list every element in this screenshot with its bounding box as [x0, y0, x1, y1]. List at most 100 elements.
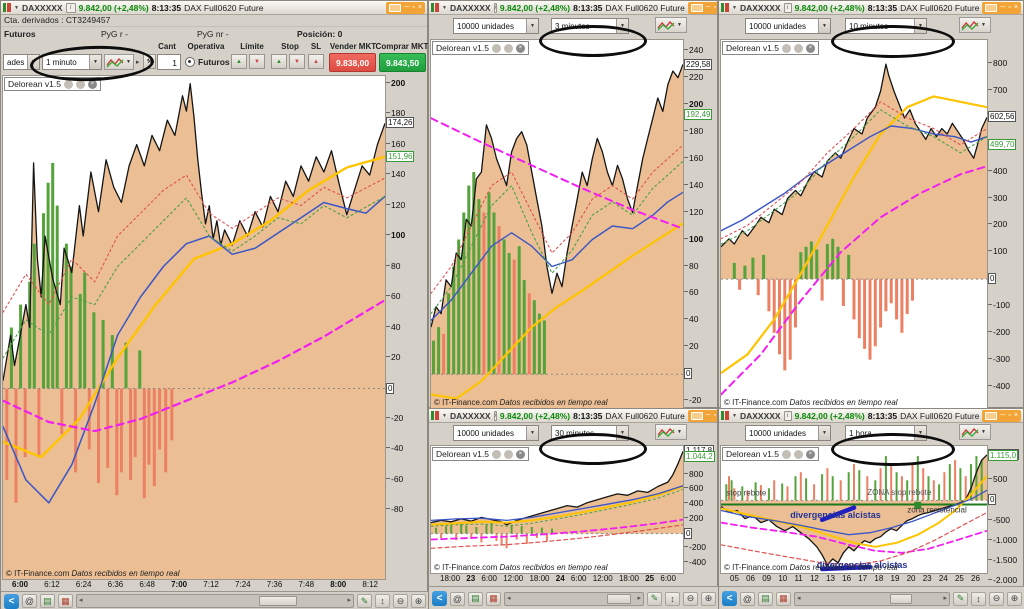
timeframe-select[interactable]: 30 minutos ▼ — [551, 425, 629, 441]
layers-icon[interactable]: ▦ — [776, 591, 791, 606]
time-axis[interactable]: 18:00 23 6:00 12:00 18:00 24 6:00 12:00 18:00 25 6… — [430, 573, 682, 585]
keyboard-icon[interactable] — [985, 411, 998, 420]
expand-arrow-icon[interactable]: ▸ — [136, 59, 140, 66]
info-icon[interactable]: i — [65, 2, 76, 13]
keyboard-icon[interactable] — [690, 3, 703, 12]
info-icon[interactable]: i — [783, 2, 792, 13]
price-axis[interactable]: 240 220 200 180 160 140 120 100 80 60 40 20 -20 229,5… — [683, 39, 719, 407]
alerts-icon[interactable]: @ — [450, 591, 465, 606]
chart-style-button[interactable]: ▼ — [104, 54, 134, 70]
zoom-drag-icon[interactable]: ↕ — [375, 594, 390, 608]
maximize-button[interactable]: ▫ — [713, 412, 717, 419]
maximize-button[interactable]: ▫ — [1008, 412, 1011, 419]
chevron-down-icon[interactable]: ▼ — [732, 412, 737, 419]
close-button[interactable]: × — [1013, 4, 1018, 11]
units-select[interactable]: 10000 unidades ▼ — [745, 18, 831, 34]
close-icon[interactable]: × — [515, 449, 525, 459]
chevron-down-icon[interactable]: ▼ — [442, 412, 447, 419]
window-titlebar[interactable]: ▼ DAXXXXX i 9.842,00 (+2,48%) 8:13:35 DA… — [429, 1, 717, 15]
minimize-button[interactable]: ─ — [1000, 412, 1006, 419]
close-icon[interactable]: × — [515, 43, 525, 53]
indicator-tag[interactable]: Delorean v1.5 × — [432, 447, 529, 461]
wrench-icon[interactable] — [781, 449, 791, 459]
close-button[interactable]: × — [417, 4, 422, 11]
timeframe-select[interactable]: 10 minutos ▼ — [845, 18, 927, 34]
zoom-out-icon[interactable]: ⊖ — [989, 591, 1004, 606]
copy-icon[interactable] — [793, 449, 803, 459]
indicator-tag[interactable]: Delorean v1.5 × — [722, 447, 819, 461]
copy-icon[interactable] — [75, 79, 85, 89]
share-icon[interactable]: < — [722, 591, 737, 606]
chart-style-button[interactable]: ▼ — [655, 17, 687, 33]
keyboard-icon[interactable] — [985, 3, 998, 12]
sl-button[interactable]: ▲ — [308, 54, 324, 69]
price-axis[interactable]: 800 700 400 300 200 100 -100 -200 -300 -400 602,56… — [987, 39, 1024, 407]
window-controls[interactable]: ─ ▫ × — [687, 409, 717, 422]
maximize-button[interactable]: ▫ — [1008, 4, 1011, 11]
maximize-button[interactable]: ▫ — [412, 4, 415, 11]
close-icon[interactable]: × — [87, 79, 97, 89]
indicator-tag[interactable]: Delorean v1.5 × — [722, 41, 819, 55]
minimize-button[interactable]: ─ — [705, 4, 711, 11]
price-chart[interactable]: Delorean v1.5 × © IT-Finance.com Datos r… — [720, 445, 988, 574]
close-button[interactable]: × — [1013, 412, 1018, 419]
notes-icon[interactable]: ▤ — [40, 594, 55, 608]
time-scrollbar[interactable] — [76, 594, 354, 608]
timeframe-select[interactable]: 1 hora ▼ — [845, 425, 927, 441]
units-select[interactable]: ades ▼ — [3, 54, 40, 70]
window-controls[interactable]: ─ ▫ × — [982, 409, 1021, 422]
alerts-icon[interactable]: @ — [22, 594, 37, 608]
zoom-drag-icon[interactable]: ↕ — [971, 591, 986, 606]
time-scrollbar[interactable] — [794, 591, 950, 606]
buy-limit-button[interactable]: ▲ — [231, 54, 247, 69]
copy-icon[interactable] — [793, 43, 803, 53]
wrench-icon[interactable] — [63, 79, 73, 89]
sell-stop-button[interactable]: ▼ — [289, 54, 305, 69]
zoom-out-icon[interactable]: ⊖ — [393, 594, 408, 608]
notes-icon[interactable]: ▤ — [468, 591, 483, 606]
settings-wrench-button[interactable]: ⚒ — [143, 54, 156, 69]
chart-style-button[interactable]: ▼ — [655, 424, 687, 440]
window-titlebar[interactable]: ▼ DAXXXXX i 9.842,00 (+2,48%) 8:13:35 DA… — [719, 409, 1023, 423]
zoom-in-icon[interactable]: ⊕ — [701, 591, 716, 606]
buy-stop-button[interactable]: ▲ — [271, 54, 287, 69]
window-titlebar[interactable]: ▼ DAXXXXX i 9.842,00 (+2,48%) 8:13:35 DA… — [429, 409, 717, 423]
close-icon[interactable]: × — [805, 449, 815, 459]
scrollbar-thumb[interactable] — [890, 593, 913, 604]
share-icon[interactable]: < — [432, 591, 447, 606]
sell-limit-button[interactable]: ▼ — [249, 54, 265, 69]
quantity-input[interactable]: 1 — [157, 54, 181, 70]
zoom-drag-icon[interactable]: ↕ — [665, 591, 680, 606]
chevron-down-icon[interactable]: ▼ — [442, 4, 447, 11]
copy-icon[interactable] — [503, 449, 513, 459]
time-axis[interactable]: 05 06 09 10 11 12 13 16 17 18 19 20 23 24 25 26 — [720, 573, 986, 585]
window-titlebar[interactable]: ▼ DAXXXXX i 9.842,00 (+2,48%) 8:13:35 DA… — [719, 1, 1023, 15]
wrench-icon[interactable] — [781, 43, 791, 53]
info-icon[interactable]: i — [783, 410, 792, 421]
draw-tool-icon[interactable]: ✎ — [953, 591, 968, 606]
layers-icon[interactable]: ▦ — [58, 594, 73, 608]
units-select[interactable]: 10000 unidades ▼ — [453, 18, 539, 34]
zoom-in-icon[interactable]: ⊕ — [411, 594, 426, 608]
window-titlebar[interactable]: ▼ DAXXXXX i 9.842,00 (+2,48%) 8:13:35 DA… — [1, 1, 427, 15]
window-controls[interactable]: ─ ▫ × — [982, 1, 1021, 14]
close-icon[interactable]: × — [805, 43, 815, 53]
zoom-in-icon[interactable]: ⊕ — [1007, 591, 1022, 606]
buy-market-button[interactable]: 9.843,50 — [379, 53, 426, 72]
wrench-icon[interactable] — [491, 43, 501, 53]
price-chart[interactable]: Delorean v1.5 × © IT-Finance.com Datos r… — [2, 75, 386, 580]
draw-tool-icon[interactable]: ✎ — [647, 591, 662, 606]
indicator-tag[interactable]: Delorean v1.5 × — [4, 77, 101, 91]
layers-icon[interactable]: ▦ — [486, 591, 501, 606]
maximize-button[interactable]: ▫ — [713, 4, 717, 11]
info-icon[interactable]: i — [493, 2, 497, 13]
chart-style-button[interactable]: ▼ — [959, 424, 991, 440]
price-chart[interactable]: Delorean v1.5 × © IT-Finance.com Datos r… — [430, 445, 684, 574]
units-select[interactable]: 10000 unidades ▼ — [745, 425, 831, 441]
copy-icon[interactable] — [503, 43, 513, 53]
operativa-radio[interactable]: Futuros — [185, 57, 230, 67]
zoom-out-icon[interactable]: ⊖ — [683, 591, 698, 606]
time-axis[interactable]: 6:00 6:12 6:24 6:36 6:48 7:00 7:12 7:24 7:36 7:48… — [2, 579, 384, 591]
minimize-button[interactable]: ─ — [404, 4, 410, 11]
